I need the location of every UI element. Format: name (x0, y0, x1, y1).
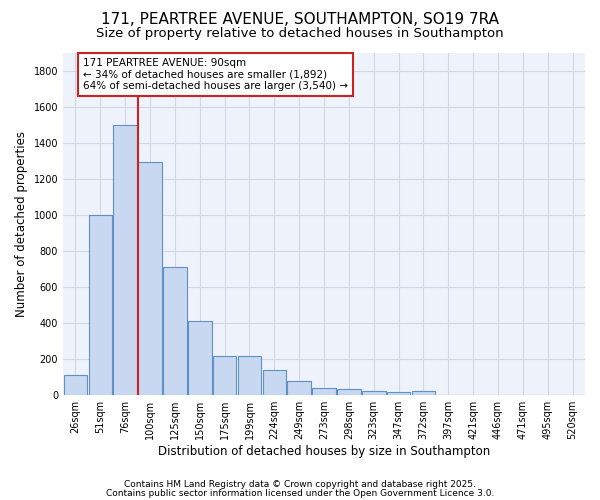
Bar (263, 370, 286, 394)
Text: 171, PEARTREE AVENUE, SOUTHAMPTON, SO19 7RA: 171, PEARTREE AVENUE, SOUTHAMPTON, SO19 … (101, 12, 499, 28)
Bar (287, 381, 311, 394)
Bar (337, 390, 361, 394)
Bar (412, 391, 435, 394)
Bar (387, 392, 410, 394)
Bar (89, 214, 112, 394)
X-axis label: Distribution of detached houses by size in Southampton: Distribution of detached houses by size … (158, 444, 490, 458)
Bar (312, 388, 336, 394)
Bar (362, 391, 386, 394)
Text: 171 PEARTREE AVENUE: 90sqm
← 34% of detached houses are smaller (1,892)
64% of s: 171 PEARTREE AVENUE: 90sqm ← 34% of deta… (83, 58, 348, 91)
Bar (138, 162, 162, 394)
Y-axis label: Number of detached properties: Number of detached properties (15, 130, 28, 316)
Bar (64, 375, 87, 394)
Bar (238, 356, 261, 395)
Bar (113, 124, 137, 394)
Text: Contains public sector information licensed under the Open Government Licence 3.: Contains public sector information licen… (106, 488, 494, 498)
Bar (188, 321, 212, 394)
Bar (163, 267, 187, 394)
Text: Contains HM Land Registry data © Crown copyright and database right 2025.: Contains HM Land Registry data © Crown c… (124, 480, 476, 489)
Bar (213, 356, 236, 395)
Text: Size of property relative to detached houses in Southampton: Size of property relative to detached ho… (96, 28, 504, 40)
